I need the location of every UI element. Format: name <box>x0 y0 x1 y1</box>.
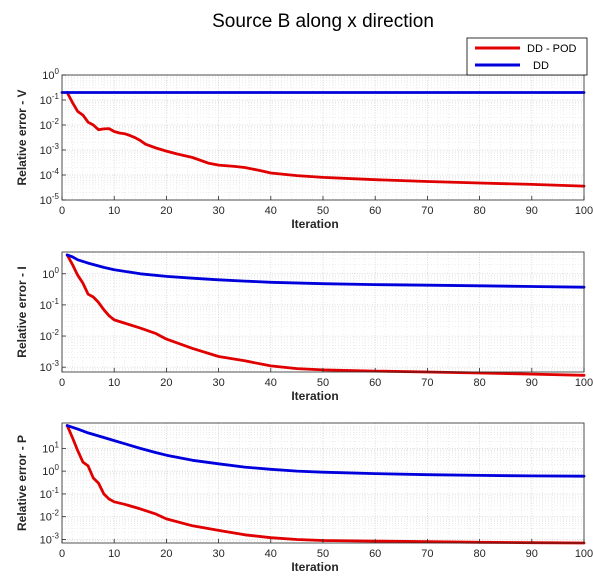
x-axis-label: Iteration <box>291 389 338 403</box>
legend: DD - POD DD <box>466 37 588 76</box>
series-line-dd <box>65 253 586 289</box>
x-axis-label: Iteration <box>291 217 338 231</box>
x-tick-label: 60 <box>369 377 381 389</box>
x-tick-label: 20 <box>160 377 172 389</box>
panel-relative-error-p: 0 10 20 30 40 50 60 70 80 90 100 101 100 10-1 10-2 10-3… <box>15 422 593 574</box>
x-tick-label: 0 <box>59 377 65 389</box>
y-tick-label: 10-4 <box>40 167 60 182</box>
y-tick-label: 10-1 <box>40 92 60 107</box>
x-tick-label: 100 <box>575 377 593 389</box>
panel-relative-error-i: 0 10 20 30 40 50 60 70 80 90 100 100 10-1 10-2 10-3 Ite… <box>15 251 593 403</box>
x-tick-label: 80 <box>473 377 485 389</box>
panel-relative-error-v: 0 10 20 30 40 50 60 70 80 90 100 100 10-1 10-2 10-3 10-… <box>15 67 593 231</box>
y-tick-label: 10-2 <box>40 328 60 343</box>
x-tick-label: 40 <box>265 205 277 217</box>
x-tick-label: 20 <box>160 548 172 560</box>
x-tick-label: 100 <box>575 548 593 560</box>
x-tick-label: 90 <box>526 548 538 560</box>
y-tick-label: 10-1 <box>40 486 60 501</box>
x-tick-label: 0 <box>59 205 65 217</box>
x-tick-label: 70 <box>421 205 433 217</box>
y-axis-label: Relative error - P <box>15 435 29 531</box>
series-line-dd-pod <box>65 91 586 188</box>
x-tick-label: 70 <box>421 377 433 389</box>
x-tick-label: 40 <box>265 377 277 389</box>
y-tick-label: 101 <box>42 440 59 455</box>
y-tick-label: 10-1 <box>40 297 60 312</box>
x-axis-label: Iteration <box>291 560 338 574</box>
y-axis-label: Relative error - I <box>15 266 29 357</box>
y-tick-label: 100 <box>42 67 59 82</box>
x-tick-label: 40 <box>265 548 277 560</box>
x-tick-label: 50 <box>317 548 329 560</box>
x-tick-label: 10 <box>108 548 120 560</box>
x-tick-label: 90 <box>526 205 538 217</box>
y-tick-label: 10-2 <box>40 509 60 524</box>
x-tick-label: 100 <box>575 205 593 217</box>
x-tick-label: 30 <box>212 205 224 217</box>
y-tick-label: 10-3 <box>40 142 60 157</box>
x-tick-label: 30 <box>212 377 224 389</box>
y-axis-label: Relative error - V <box>15 89 29 185</box>
figure-title: Source B along x direction <box>212 11 434 32</box>
y-tick-label: 10-2 <box>40 117 60 132</box>
legend-label-dd-pod: DD - POD <box>527 43 577 55</box>
legend-box <box>466 37 588 76</box>
y-tick-label: 100 <box>42 463 59 478</box>
x-tick-label: 10 <box>108 205 120 217</box>
legend-label-dd: DD <box>533 60 549 72</box>
x-tick-label: 30 <box>212 548 224 560</box>
x-tick-label: 80 <box>473 205 485 217</box>
series-line-dd <box>65 424 586 478</box>
y-tick-label: 10-3 <box>40 359 60 374</box>
x-tick-label: 0 <box>59 548 65 560</box>
x-tick-label: 90 <box>526 377 538 389</box>
x-tick-label: 50 <box>317 377 329 389</box>
x-tick-label: 20 <box>160 205 172 217</box>
y-tick-label: 10-5 <box>40 192 60 207</box>
x-tick-label: 10 <box>108 377 120 389</box>
x-tick-label: 60 <box>369 205 381 217</box>
y-tick-label: 100 <box>42 266 59 281</box>
x-tick-label: 70 <box>421 548 433 560</box>
y-tick-label: 10-3 <box>40 531 60 546</box>
x-tick-label: 60 <box>369 548 381 560</box>
x-tick-label: 50 <box>317 205 329 217</box>
x-tick-label: 80 <box>473 548 485 560</box>
